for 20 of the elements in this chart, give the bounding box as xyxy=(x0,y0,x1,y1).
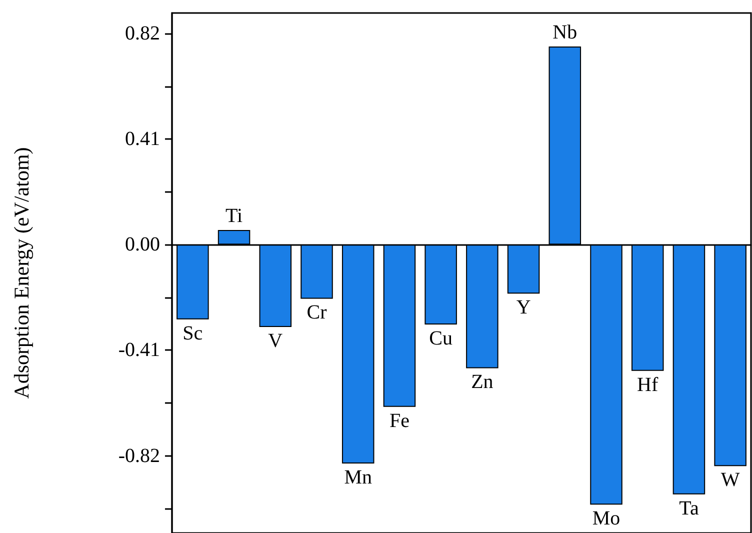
y-tick-label: 0.82 xyxy=(125,22,160,45)
x-tick-label: Sc xyxy=(182,322,203,344)
x-tick-label: Ta xyxy=(679,497,699,520)
x-tick-label: Mn xyxy=(344,466,372,488)
x-tick-label: Zn xyxy=(471,371,494,394)
x-tick-label: Cr xyxy=(306,302,328,324)
x-tick-label: Hf xyxy=(637,374,658,396)
y-axis-title: Adsorption Energy (eV/atom) xyxy=(10,147,34,399)
x-tick-label: V xyxy=(268,330,284,352)
x-tick-label: Y xyxy=(516,296,531,319)
y-tick-label: 0.00 xyxy=(125,234,160,256)
x-tick-label: Nb xyxy=(552,21,578,44)
y-tick-label: -0.82 xyxy=(118,444,160,467)
x-tick-label: Ti xyxy=(225,205,244,228)
y-tick-label: 0.41 xyxy=(125,128,160,150)
y-tick-label: -0.41 xyxy=(118,339,160,362)
x-tick-label: W xyxy=(720,469,740,492)
x-tick-label: Mo xyxy=(592,508,620,530)
x-tick-label: Cu xyxy=(429,327,452,350)
x-tick-label: Fe xyxy=(389,410,410,432)
